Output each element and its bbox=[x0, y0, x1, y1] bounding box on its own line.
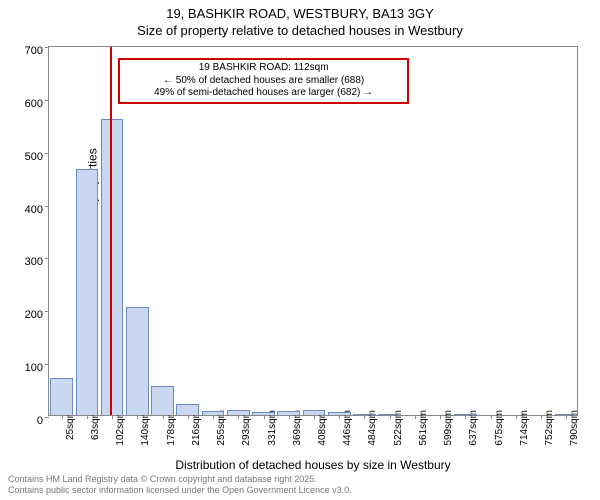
histogram-bar bbox=[555, 414, 578, 415]
histogram-bar bbox=[454, 414, 477, 415]
histogram-bar bbox=[227, 410, 250, 415]
histogram-bar bbox=[277, 411, 300, 415]
x-tick-label: 522sqm bbox=[393, 410, 404, 446]
histogram-bar bbox=[151, 386, 174, 415]
x-tick-label: 446sqm bbox=[342, 410, 353, 446]
histogram-bar bbox=[303, 410, 326, 415]
histogram-bar bbox=[378, 414, 401, 415]
histogram-bar bbox=[101, 119, 124, 415]
y-tick-mark bbox=[45, 47, 49, 48]
x-tick-label: 599sqm bbox=[443, 410, 454, 446]
x-tick-mark bbox=[566, 415, 567, 419]
x-tick-mark bbox=[213, 415, 214, 419]
y-tick-label: 500 bbox=[25, 151, 43, 163]
x-tick-mark bbox=[137, 415, 138, 419]
x-tick-label: 408sqm bbox=[317, 410, 328, 446]
y-tick-label: 600 bbox=[25, 98, 43, 110]
y-tick-label: 700 bbox=[25, 45, 43, 57]
x-tick-mark bbox=[163, 415, 164, 419]
x-tick-mark bbox=[390, 415, 391, 419]
x-tick-mark bbox=[516, 415, 517, 419]
x-tick-label: 255sqm bbox=[216, 410, 227, 446]
histogram-bar bbox=[202, 411, 225, 415]
x-tick-label: 178sqm bbox=[166, 410, 177, 446]
x-tick-mark bbox=[112, 415, 113, 419]
annotation-line: 19 BASHKIR ROAD: 112sqm bbox=[126, 62, 402, 75]
x-tick-label: 790sqm bbox=[569, 410, 580, 446]
x-tick-label: 752sqm bbox=[544, 410, 555, 446]
x-tick-mark bbox=[238, 415, 239, 419]
footer-line-1: Contains HM Land Registry data © Crown c… bbox=[8, 474, 352, 485]
attribution-footer: Contains HM Land Registry data © Crown c… bbox=[8, 474, 352, 497]
x-tick-mark bbox=[541, 415, 542, 419]
histogram-bar bbox=[126, 307, 149, 415]
x-tick-mark bbox=[87, 415, 88, 419]
y-tick-label: 100 bbox=[25, 362, 43, 374]
x-tick-label: 561sqm bbox=[418, 410, 429, 446]
x-tick-label: 675sqm bbox=[494, 410, 505, 446]
x-tick-mark bbox=[289, 415, 290, 419]
histogram-bar bbox=[76, 169, 99, 415]
y-tick-mark bbox=[45, 417, 49, 418]
x-tick-label: 216sqm bbox=[191, 410, 202, 446]
property-marker-line bbox=[110, 47, 112, 415]
y-tick-label: 400 bbox=[25, 204, 43, 216]
x-tick-mark bbox=[188, 415, 189, 419]
x-tick-mark bbox=[465, 415, 466, 419]
x-axis-label: Distribution of detached houses by size … bbox=[175, 458, 450, 472]
y-tick-label: 200 bbox=[25, 309, 43, 321]
y-tick-label: 0 bbox=[37, 415, 43, 427]
x-tick-label: 331sqm bbox=[267, 410, 278, 446]
y-tick-mark bbox=[45, 364, 49, 365]
y-tick-mark bbox=[45, 206, 49, 207]
y-tick-mark bbox=[45, 153, 49, 154]
annotation-line: ← 50% of detached houses are smaller (68… bbox=[126, 75, 402, 88]
y-tick-mark bbox=[45, 258, 49, 259]
x-tick-mark bbox=[62, 415, 63, 419]
histogram-bar bbox=[353, 414, 376, 415]
x-tick-label: 484sqm bbox=[367, 410, 378, 446]
plot-area: 010020030040050060070025sqm63sqm102sqm14… bbox=[48, 46, 578, 416]
x-tick-label: 102sqm bbox=[115, 410, 126, 446]
x-tick-label: 637sqm bbox=[468, 410, 479, 446]
annotation-line: 49% of semi-detached houses are larger (… bbox=[126, 87, 402, 100]
x-tick-mark bbox=[364, 415, 365, 419]
x-tick-mark bbox=[264, 415, 265, 419]
y-tick-mark bbox=[45, 311, 49, 312]
footer-line-2: Contains public sector information licen… bbox=[8, 485, 352, 496]
histogram-chart: Number of detached properties 0100200300… bbox=[48, 46, 578, 416]
histogram-bar bbox=[328, 412, 351, 415]
annotation-callout: 19 BASHKIR ROAD: 112sqm← 50% of detached… bbox=[118, 58, 410, 104]
x-tick-label: 369sqm bbox=[292, 410, 303, 446]
x-tick-mark bbox=[440, 415, 441, 419]
x-tick-mark bbox=[339, 415, 340, 419]
y-tick-mark bbox=[45, 100, 49, 101]
x-tick-label: 293sqm bbox=[241, 410, 252, 446]
x-tick-label: 140sqm bbox=[140, 410, 151, 446]
x-tick-label: 714sqm bbox=[519, 410, 530, 446]
x-tick-mark bbox=[314, 415, 315, 419]
page-title: 19, BASHKIR ROAD, WESTBURY, BA13 3GY bbox=[0, 6, 600, 21]
histogram-bar bbox=[50, 378, 73, 415]
x-tick-mark bbox=[415, 415, 416, 419]
y-tick-label: 300 bbox=[25, 256, 43, 268]
histogram-bar bbox=[176, 404, 199, 415]
x-tick-mark bbox=[491, 415, 492, 419]
page-subtitle: Size of property relative to detached ho… bbox=[0, 23, 600, 38]
histogram-bar bbox=[252, 412, 275, 415]
